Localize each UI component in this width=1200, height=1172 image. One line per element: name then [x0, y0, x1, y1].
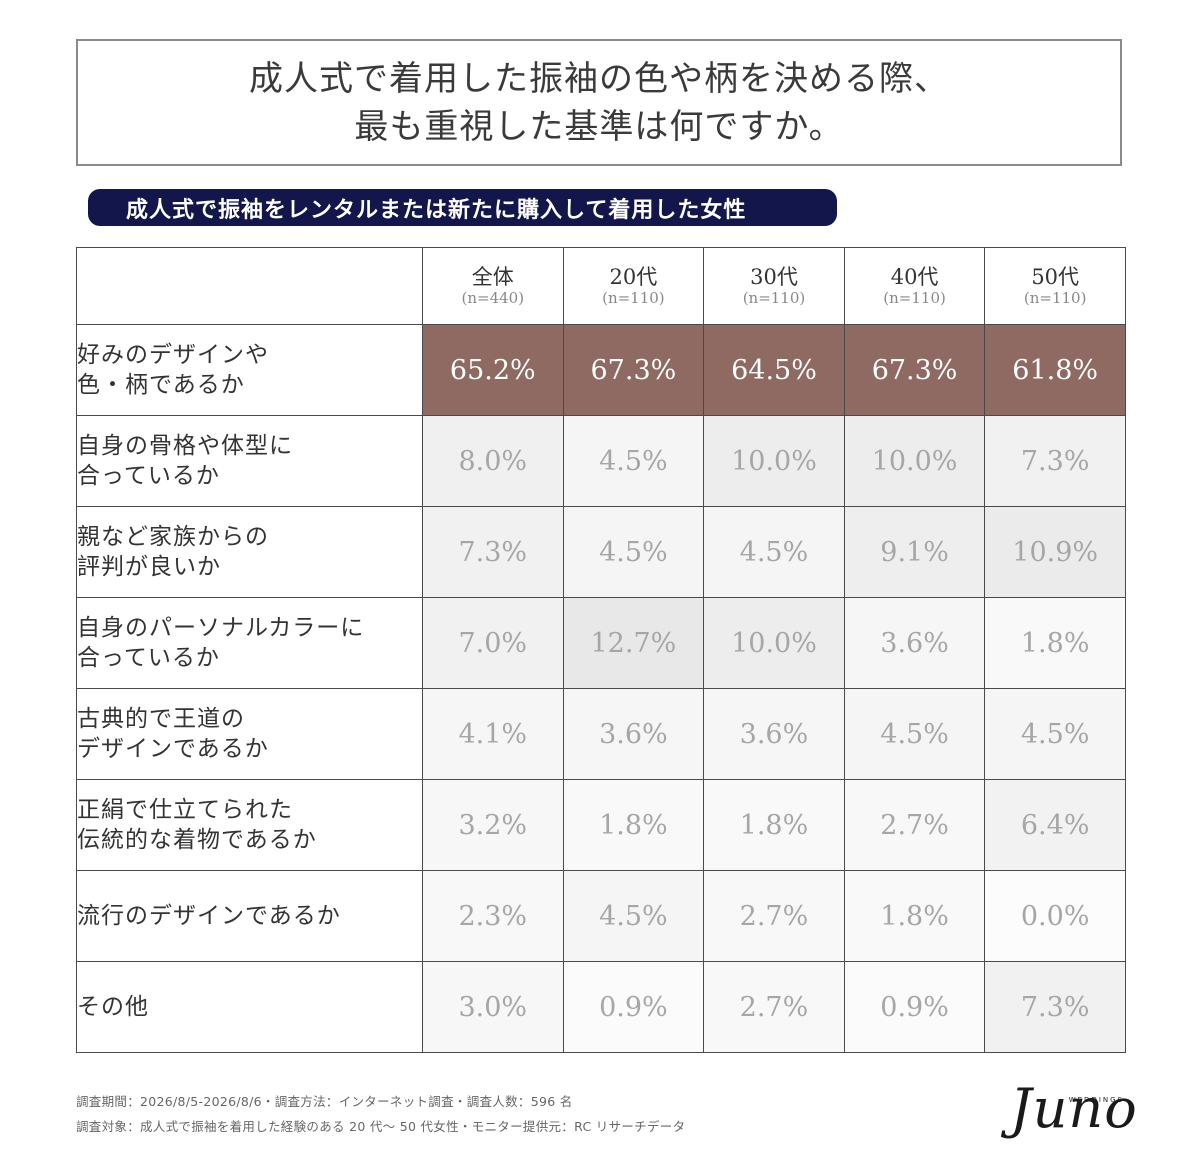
value-cell: 7.3% [984, 415, 1126, 507]
subtitle-banner: 成人式で振袖をレンタルまたは新たに購入して着用した女性 [88, 189, 837, 226]
value-cell: 10.0% [703, 415, 845, 507]
row-label: 自身のパーソナルカラーに 合っているか [76, 597, 423, 689]
table-row: 自身の骨格や体型に 合っているか 8.0% 4.5% 10.0% 10.0% 7.3% [76, 415, 1126, 507]
table-row: 親など家族からの 評判が良いか 7.3% 4.5% 4.5% 9.1% 10.9% [76, 506, 1126, 598]
value-cell: 10.0% [703, 597, 845, 689]
value-cell: 12.7% [562, 597, 705, 689]
value-cell: 6.4% [984, 779, 1126, 871]
value-cell: 4.5% [562, 415, 705, 507]
column-sample-size: (n=110) [742, 289, 806, 307]
row-label: 正絹で仕立てられた 伝統的な着物であるか [76, 779, 423, 871]
row-label: その他 [76, 961, 423, 1053]
row-label: 親など家族からの 評判が良いか [76, 506, 423, 598]
title-box: 成人式で着用した振袖の色や柄を決める際、 最も重視した基準は何ですか。 [76, 39, 1122, 166]
row-label-line: 自身のパーソナルカラーに [77, 615, 365, 641]
logo-word: Juno [1010, 1077, 1138, 1140]
row-label-line: 合っているか [77, 645, 220, 671]
value-cell: 3.6% [562, 688, 705, 780]
row-label-line: 好みのデザインや [77, 342, 269, 368]
table-row: 古典的で王道の デザインであるか 4.1% 3.6% 3.6% 4.5% 4.5% [76, 688, 1126, 780]
value-cell: 2.3% [422, 870, 564, 962]
value-cell: 9.1% [843, 506, 986, 598]
value-cell: 4.1% [422, 688, 564, 780]
column-header: 50代 (n=110) [984, 247, 1126, 325]
value-cell: 8.0% [422, 415, 564, 507]
value-cell: 0.0% [984, 870, 1126, 962]
title-line-2: 最も重視した基準は何ですか。 [354, 106, 844, 147]
value-cell: 10.9% [984, 506, 1126, 598]
row-label-line: デザインであるか [77, 736, 269, 762]
value-cell: 1.8% [984, 597, 1126, 689]
value-cell: 3.6% [703, 688, 845, 780]
footer-survey-target: 調査対象：成人式で振袖を着用した経験のある 20 代〜 50 代女性・モニター提… [76, 1119, 686, 1134]
value-cell: 65.2% [422, 324, 564, 416]
value-cell: 3.2% [422, 779, 564, 871]
value-cell: 7.0% [422, 597, 564, 689]
row-label: 古典的で王道の デザインであるか [76, 688, 423, 780]
corner-cell [76, 247, 423, 325]
value-cell: 1.8% [843, 870, 986, 962]
row-label-line: 流行のデザインであるか [77, 903, 341, 929]
column-header: 30代 (n=110) [703, 247, 845, 325]
row-label-line: 色・柄であるか [77, 372, 245, 398]
column-sample-size: (n=110) [883, 289, 946, 307]
value-cell: 4.5% [843, 688, 986, 780]
value-cell: 3.0% [422, 961, 564, 1053]
table-row: 流行のデザインであるか 2.3% 4.5% 2.7% 1.8% 0.0% [76, 870, 1126, 962]
table-row: 好みのデザインや 色・柄であるか 65.2% 67.3% 64.5% 67.3% 61.8% [76, 324, 1126, 416]
subtitle-text: 成人式で振袖をレンタルまたは新たに購入して着用した女性 [126, 196, 747, 223]
column-name: 30代 [750, 265, 798, 289]
value-cell: 4.5% [562, 870, 705, 962]
column-name: 40代 [890, 265, 939, 289]
row-label-line: 古典的で王道の [77, 706, 245, 732]
value-cell: 0.9% [843, 961, 986, 1053]
value-cell: 2.7% [703, 961, 845, 1053]
row-label-line: 評判が良いか [77, 554, 221, 580]
value-cell: 7.3% [984, 961, 1126, 1053]
value-cell: 4.5% [984, 688, 1126, 780]
results-table: 全体 (n=440) 20代 (n=110) 30代 (n=110) 40代 (n=110) 5… [76, 247, 1126, 1053]
value-cell: 67.3% [843, 324, 986, 416]
value-cell: 3.6% [843, 597, 986, 689]
column-header: 20代 (n=110) [562, 247, 705, 325]
row-label-line: その他 [77, 994, 149, 1020]
juno-logo: Juno WEDDINGS [1008, 1066, 1137, 1138]
value-cell: 2.7% [843, 779, 986, 871]
value-cell: 0.9% [562, 961, 705, 1053]
value-cell: 1.8% [562, 779, 705, 871]
value-cell: 7.3% [422, 506, 564, 598]
column-name: 全体 [471, 265, 514, 289]
table-row: 自身のパーソナルカラーに 合っているか 7.0% 12.7% 10.0% 3.6% 1.8% [76, 597, 1126, 689]
title-line-1: 成人式で着用した振袖の色や柄を決める際、 [249, 58, 949, 99]
value-cell: 1.8% [703, 779, 845, 871]
value-cell: 4.5% [703, 506, 845, 598]
value-cell: 4.5% [562, 506, 705, 598]
column-name: 50代 [1031, 265, 1080, 289]
row-label-line: 正絹で仕立てられた [77, 797, 293, 823]
value-cell: 67.3% [562, 324, 705, 416]
logo-sub: WEDDINGS [1068, 1096, 1124, 1104]
column-name: 20代 [609, 265, 658, 289]
column-header: 全体 (n=440) [422, 247, 564, 325]
footer-survey-period: 調査期間：2026/8/5-2026/8/6・調査方法：インターネット調査・調査… [76, 1094, 573, 1109]
header-row: 全体 (n=440) 20代 (n=110) 30代 (n=110) 40代 (n=110) 5… [76, 247, 1126, 325]
value-cell: 2.7% [703, 870, 845, 962]
value-cell: 10.0% [843, 415, 986, 507]
column-sample-size: (n=110) [602, 289, 665, 307]
table-body: 好みのデザインや 色・柄であるか 65.2% 67.3% 64.5% 67.3% 61.8%… [76, 324, 1126, 1053]
table-row: その他 3.0% 0.9% 2.7% 0.9% 7.3% [76, 961, 1126, 1053]
row-label: 流行のデザインであるか [76, 870, 423, 962]
table-row: 正絹で仕立てられた 伝統的な着物であるか 3.2% 1.8% 1.8% 2.7% 6.4% [76, 779, 1126, 871]
value-cell: 61.8% [984, 324, 1126, 416]
value-cell: 64.5% [703, 324, 845, 416]
row-label-line: 自身の骨格や体型に [77, 433, 293, 459]
row-label-line: 親など家族からの [77, 524, 269, 550]
row-label-line: 合っているか [77, 463, 220, 489]
column-header: 40代 (n=110) [843, 247, 986, 325]
row-label: 好みのデザインや 色・柄であるか [76, 324, 423, 416]
row-label-line: 伝統的な着物であるか [77, 827, 317, 853]
column-sample-size: (n=110) [1023, 289, 1087, 307]
column-sample-size: (n=440) [461, 289, 525, 307]
row-label: 自身の骨格や体型に 合っているか [76, 415, 423, 507]
